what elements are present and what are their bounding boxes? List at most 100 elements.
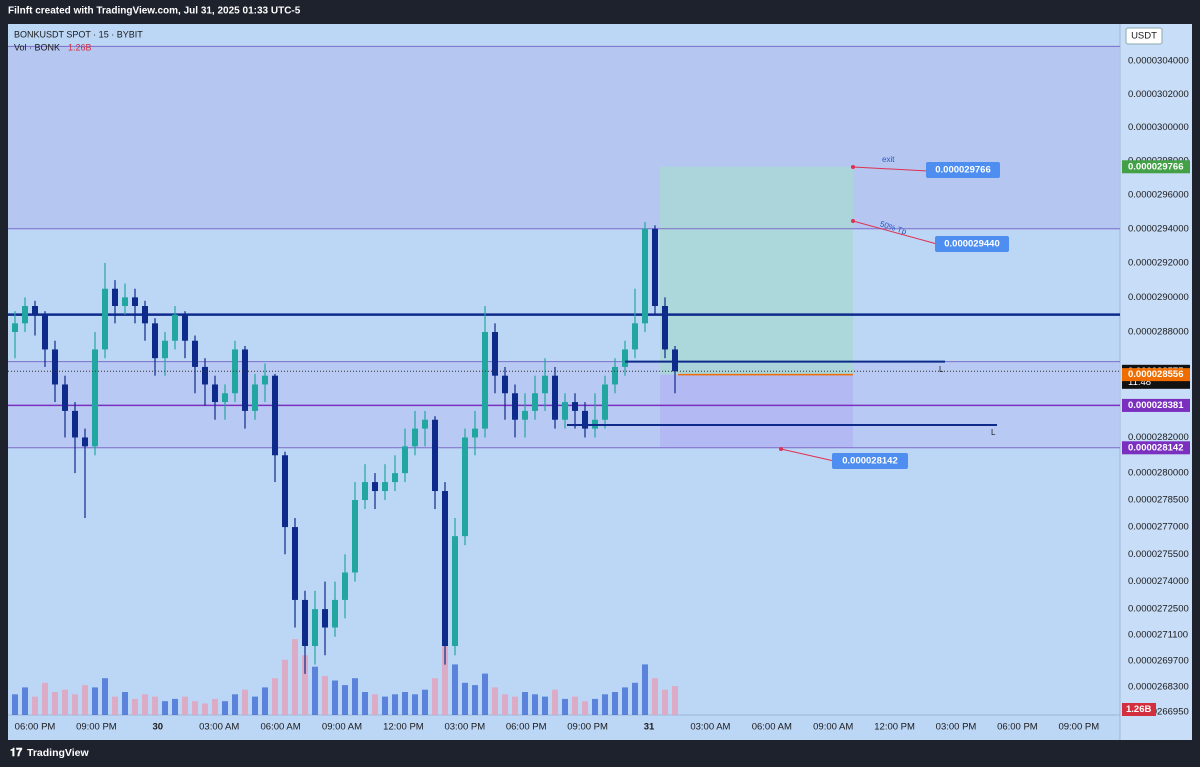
volume-bar bbox=[12, 694, 18, 715]
volume-bar bbox=[72, 694, 78, 715]
candle-body bbox=[482, 332, 488, 429]
volume-bar bbox=[492, 687, 498, 715]
volume-bar bbox=[132, 698, 138, 715]
volume-bar bbox=[512, 696, 518, 715]
volume-bar bbox=[372, 694, 378, 715]
volume-bar bbox=[122, 692, 128, 715]
volume-bar bbox=[322, 675, 328, 715]
x-tick-label: 12:00 PM bbox=[383, 722, 424, 733]
volume-bar bbox=[662, 689, 668, 715]
y-tick-label: 0.0000271100 bbox=[1128, 629, 1188, 640]
volume-bar bbox=[182, 696, 188, 715]
candle-body bbox=[652, 228, 658, 307]
candle-body bbox=[222, 393, 228, 403]
candle-body bbox=[522, 410, 528, 420]
candle-body bbox=[422, 419, 428, 429]
candle-body bbox=[362, 482, 368, 501]
candle-body bbox=[552, 375, 558, 420]
legend-title: BONKUSDT SPOT · 15 · BYBIT bbox=[14, 29, 143, 39]
annotation-connector bbox=[780, 448, 835, 462]
volume-bar bbox=[572, 696, 578, 715]
candle-body bbox=[532, 393, 538, 411]
price-tag-countdown: 11:48 bbox=[1128, 377, 1151, 388]
footer-bar bbox=[0, 740, 1200, 767]
volume-bar bbox=[332, 680, 338, 715]
candle-body bbox=[202, 366, 208, 385]
annotation-label: 0.000029440 bbox=[944, 239, 999, 250]
candle-body bbox=[492, 332, 498, 376]
candle-body bbox=[372, 482, 378, 492]
y-tick-label: 0.0000282000 bbox=[1128, 432, 1189, 443]
target-zone bbox=[660, 166, 853, 375]
x-tick-label: 09:00 AM bbox=[813, 722, 853, 733]
candle-body bbox=[92, 349, 98, 447]
candle-body bbox=[252, 384, 258, 411]
volume-bar bbox=[152, 696, 158, 715]
volume-bar bbox=[52, 692, 58, 715]
volume-bar bbox=[222, 701, 228, 715]
volume-bar bbox=[542, 696, 548, 715]
x-tick-label: 06:00 AM bbox=[752, 722, 792, 733]
x-tick-label: 03:00 AM bbox=[199, 722, 239, 733]
candle-body bbox=[632, 323, 638, 350]
candle-body bbox=[272, 375, 278, 456]
candle-body bbox=[562, 402, 568, 420]
currency-box[interactable] bbox=[1125, 27, 1163, 45]
volume-bar bbox=[422, 689, 428, 715]
y-tick-label: 0.0000272500 bbox=[1128, 604, 1189, 615]
candle-body bbox=[242, 349, 248, 411]
price-tag bbox=[1122, 398, 1190, 412]
y-tick-label: 0.0000280000 bbox=[1128, 468, 1189, 479]
candle-body bbox=[392, 473, 398, 483]
volume-bar bbox=[162, 701, 168, 715]
annotation-point bbox=[851, 219, 855, 223]
candle-body bbox=[452, 536, 458, 647]
x-tick-label: 03:00 PM bbox=[444, 722, 485, 733]
candle-body bbox=[142, 306, 148, 324]
annotation-box bbox=[935, 236, 1009, 252]
candle-body bbox=[162, 340, 168, 359]
volume-bar bbox=[42, 682, 48, 715]
volume-bar bbox=[172, 698, 178, 715]
x-tick-label: 09:00 AM bbox=[322, 722, 362, 733]
volume-bar bbox=[312, 666, 318, 715]
y-tick-label: 0.0000292000 bbox=[1128, 257, 1189, 268]
y-tick-label: 0.0000304000 bbox=[1128, 56, 1189, 67]
candle-body bbox=[602, 384, 608, 420]
price-tag bbox=[1122, 368, 1190, 382]
annotation-point bbox=[851, 165, 855, 169]
legend-volume: Vol · BONK bbox=[14, 42, 60, 52]
price-tag-label: 0.000028556 bbox=[1128, 369, 1183, 380]
candle-body bbox=[12, 323, 18, 333]
volume-bar bbox=[642, 664, 648, 715]
candle-body bbox=[152, 323, 158, 359]
volume-bar bbox=[212, 698, 218, 715]
trendline-label: L bbox=[991, 428, 996, 437]
volume-bar bbox=[102, 678, 108, 715]
candle-body bbox=[382, 482, 388, 492]
y-tick-label: 0.0000266950 bbox=[1128, 707, 1189, 718]
candle-body bbox=[62, 384, 68, 411]
candle-body bbox=[502, 375, 508, 394]
volume-bar bbox=[392, 694, 398, 715]
brand-mark: 𝟏𝟕 bbox=[10, 747, 23, 759]
x-tick-label: 06:00 PM bbox=[15, 722, 56, 733]
annotation-connector bbox=[852, 220, 938, 245]
y-tick-label: 0.0000277000 bbox=[1128, 522, 1189, 533]
volume-bar bbox=[192, 701, 198, 715]
y-tick-label: 0.0000288000 bbox=[1128, 327, 1189, 338]
volume-bar bbox=[82, 685, 88, 715]
y-tick-label: 0.0000296000 bbox=[1128, 189, 1189, 200]
candle-body bbox=[432, 419, 438, 492]
volume-bar bbox=[462, 682, 468, 715]
annotation-text: exit bbox=[882, 155, 895, 164]
volume-bar bbox=[22, 687, 28, 715]
volume-bar bbox=[262, 687, 268, 715]
volume-bar bbox=[582, 701, 588, 715]
annotation-point bbox=[779, 447, 783, 451]
annotation-label: 0.000029766 bbox=[935, 165, 990, 176]
candle-body bbox=[122, 297, 128, 307]
candle-body bbox=[42, 314, 48, 350]
